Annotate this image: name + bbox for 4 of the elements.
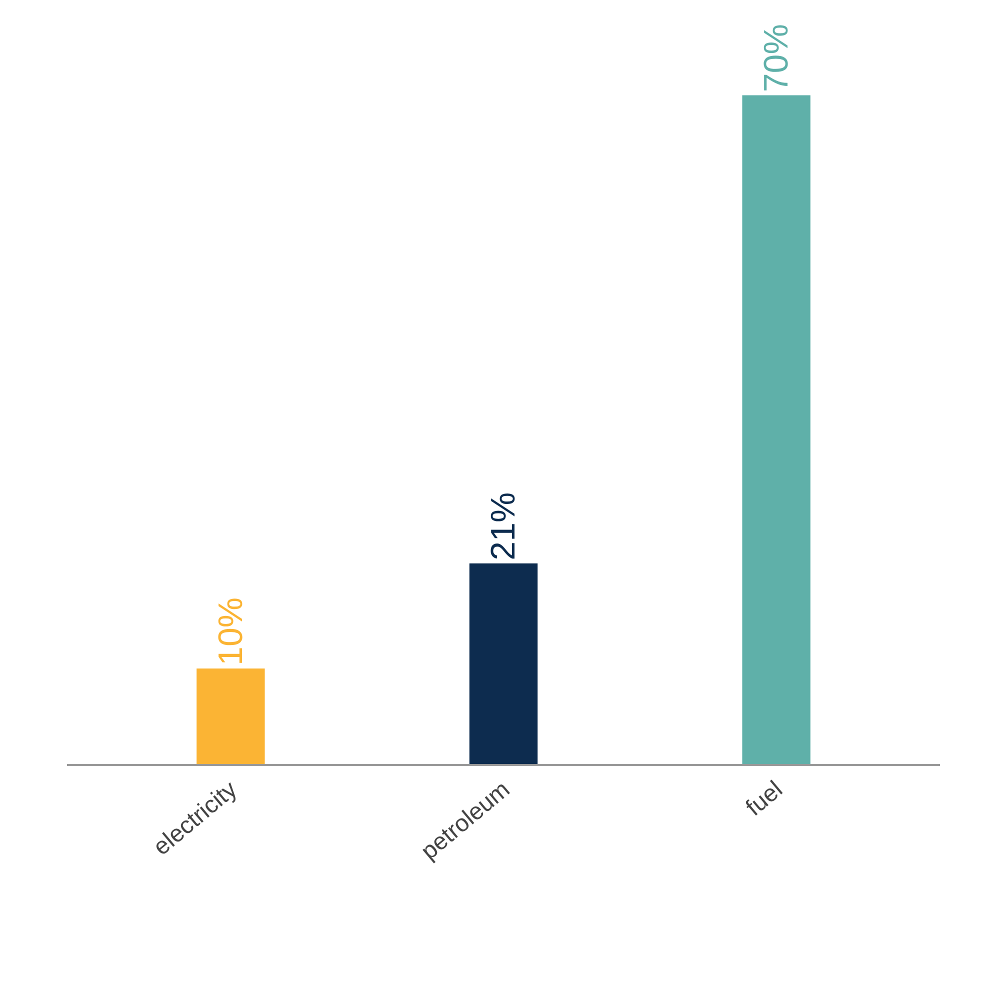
x-tick-label: fuel <box>740 776 788 822</box>
data-label: 21% <box>484 492 523 560</box>
data-label: 10% <box>212 597 250 666</box>
data-label: 70% <box>758 24 796 92</box>
